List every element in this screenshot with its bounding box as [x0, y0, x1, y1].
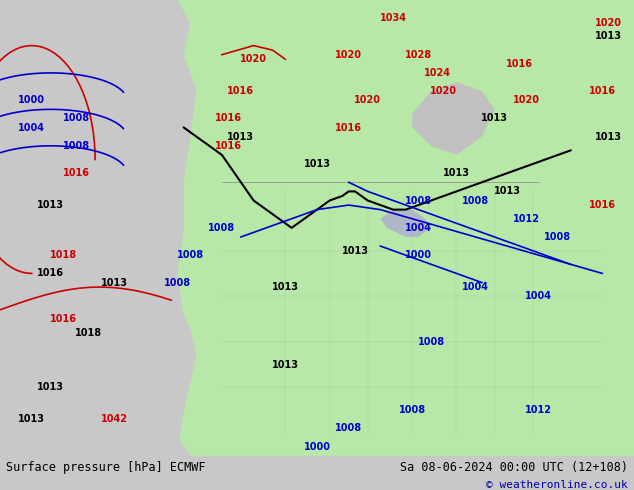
- Text: 1020: 1020: [430, 86, 457, 96]
- Text: 1020: 1020: [240, 54, 267, 64]
- Text: 1016: 1016: [215, 114, 242, 123]
- Text: 1018: 1018: [50, 250, 77, 260]
- Text: 1020: 1020: [513, 95, 540, 105]
- Text: 1008: 1008: [335, 423, 362, 433]
- Text: 1000: 1000: [304, 441, 330, 452]
- Text: 1016: 1016: [589, 86, 616, 96]
- Polygon shape: [412, 82, 495, 155]
- Text: 1024: 1024: [424, 68, 451, 78]
- Text: 1016: 1016: [507, 59, 533, 69]
- Text: 1004: 1004: [526, 291, 552, 301]
- Text: 1013: 1013: [443, 168, 470, 178]
- Text: 1013: 1013: [481, 114, 508, 123]
- Text: 1016: 1016: [228, 86, 254, 96]
- Text: 1013: 1013: [18, 414, 45, 424]
- Text: 1004: 1004: [462, 282, 489, 292]
- Text: 1013: 1013: [494, 186, 521, 196]
- Polygon shape: [380, 210, 431, 237]
- Text: 1013: 1013: [595, 31, 622, 42]
- Text: 1008: 1008: [405, 196, 432, 205]
- Text: 1012: 1012: [526, 405, 552, 415]
- Text: 1016: 1016: [335, 122, 362, 133]
- Text: 1008: 1008: [63, 141, 89, 151]
- Text: 1008: 1008: [545, 232, 571, 242]
- Text: 1013: 1013: [595, 132, 622, 142]
- Text: 1020: 1020: [595, 18, 622, 28]
- Text: 1034: 1034: [380, 13, 406, 23]
- Polygon shape: [178, 0, 634, 456]
- Polygon shape: [0, 0, 197, 456]
- Text: 1013: 1013: [228, 132, 254, 142]
- Text: 1016: 1016: [215, 141, 242, 151]
- Text: 1000: 1000: [405, 250, 432, 260]
- Text: 1016: 1016: [63, 168, 89, 178]
- Text: 1008: 1008: [399, 405, 425, 415]
- Text: 1013: 1013: [101, 277, 127, 288]
- Text: 1008: 1008: [418, 337, 444, 347]
- Text: 1008: 1008: [462, 196, 489, 205]
- Text: 1020: 1020: [335, 49, 362, 60]
- Polygon shape: [158, 0, 634, 456]
- Text: 1042: 1042: [101, 414, 127, 424]
- Text: Sa 08-06-2024 00:00 UTC (12+108): Sa 08-06-2024 00:00 UTC (12+108): [399, 461, 628, 474]
- Text: 1008: 1008: [177, 250, 204, 260]
- Text: 1000: 1000: [18, 95, 45, 105]
- Text: 1012: 1012: [513, 214, 540, 224]
- Text: 1008: 1008: [209, 223, 235, 233]
- Text: © weatheronline.co.uk: © weatheronline.co.uk: [486, 480, 628, 490]
- Text: 1013: 1013: [272, 360, 299, 369]
- Text: 1016: 1016: [37, 269, 64, 278]
- Text: 1016: 1016: [50, 314, 77, 324]
- Text: 1004: 1004: [405, 223, 432, 233]
- Text: 1013: 1013: [342, 245, 368, 256]
- Text: 1013: 1013: [37, 382, 64, 392]
- Text: 1013: 1013: [304, 159, 330, 169]
- Text: 1004: 1004: [18, 122, 45, 133]
- Text: 1008: 1008: [164, 277, 191, 288]
- Text: 1013: 1013: [272, 282, 299, 292]
- Text: 1028: 1028: [405, 49, 432, 60]
- Text: 1016: 1016: [589, 200, 616, 210]
- Text: 1020: 1020: [354, 95, 381, 105]
- Text: 1018: 1018: [75, 328, 102, 338]
- Text: 1013: 1013: [37, 200, 64, 210]
- Text: 1008: 1008: [63, 114, 89, 123]
- Text: Surface pressure [hPa] ECMWF: Surface pressure [hPa] ECMWF: [6, 461, 206, 474]
